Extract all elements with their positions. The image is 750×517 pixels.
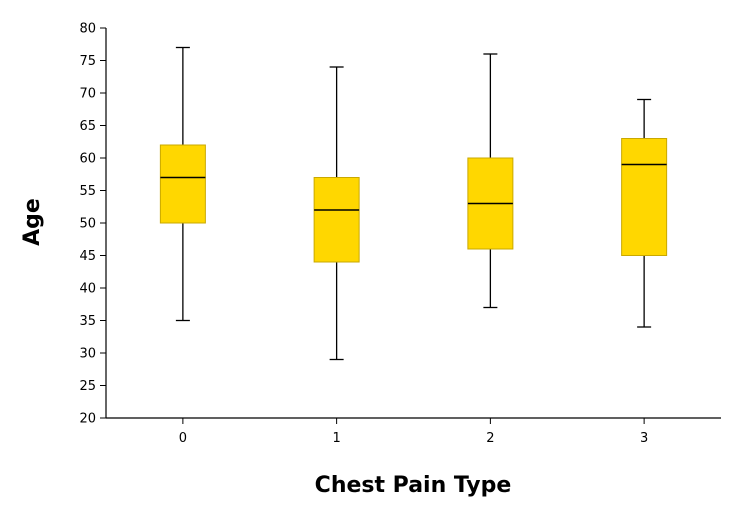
y-tick-label: 55 — [79, 184, 96, 199]
y-tick-label: 35 — [79, 314, 96, 329]
iqr-box — [621, 138, 668, 256]
y-tick-label: 75 — [79, 54, 96, 69]
x-tick-label: 0 — [179, 431, 187, 446]
box-group-1 — [313, 66, 360, 361]
x-tick-label: 1 — [332, 431, 340, 446]
box-group-3 — [621, 98, 668, 328]
box-series — [159, 46, 668, 361]
box-group-0 — [159, 46, 206, 322]
y-tick-label: 65 — [79, 119, 96, 134]
iqr-box — [159, 144, 206, 224]
x-tick-label: 2 — [486, 431, 494, 446]
x-tick-label: 3 — [640, 431, 648, 446]
x-axis-title: Chest Pain Type — [315, 473, 512, 498]
y-tick-label: 25 — [79, 379, 96, 394]
y-tick-label: 50 — [79, 217, 96, 232]
box-group-2 — [467, 53, 514, 309]
y-tick-label: 30 — [79, 347, 96, 362]
y-tick-label: 20 — [79, 412, 96, 427]
y-tick-label: 70 — [79, 87, 96, 102]
y-axis: 20 25 30 35 40 45 50 55 60 65 70 75 80 — [79, 22, 107, 427]
y-tick-label: 40 — [79, 282, 96, 297]
x-axis: 0 1 2 3 — [106, 417, 721, 446]
y-tick-label: 80 — [79, 22, 96, 37]
y-axis-title: Age — [20, 198, 45, 246]
y-tick-label: 60 — [79, 152, 96, 167]
y-tick-label: 45 — [79, 249, 96, 264]
iqr-box — [313, 177, 360, 263]
